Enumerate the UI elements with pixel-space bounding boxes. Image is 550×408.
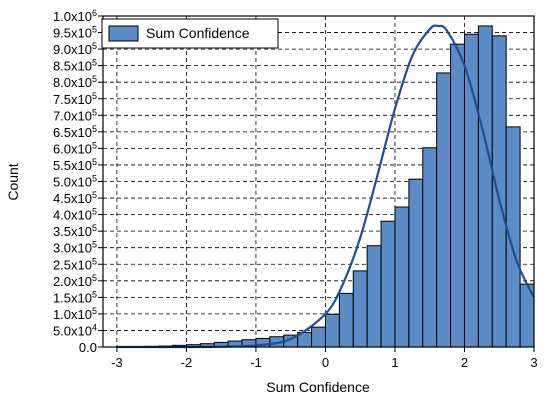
legend-label: Sum Confidence bbox=[146, 25, 250, 41]
x-tick-label-6: 3 bbox=[530, 355, 537, 370]
y-tick-label-1: 5.0x104 bbox=[53, 322, 97, 338]
y-tick-label-6: 3.0x105 bbox=[53, 240, 97, 256]
histogram-bar-27 bbox=[477, 25, 493, 348]
y-tick-label-8: 4.0x105 bbox=[53, 207, 97, 223]
x-tick-label-2: -1 bbox=[250, 355, 262, 370]
histogram-bar-24 bbox=[436, 72, 452, 348]
y-tick-label-18: 9.0x105 bbox=[53, 41, 97, 57]
histogram-bar-26 bbox=[463, 33, 479, 348]
y-tick-label-19: 9.5x105 bbox=[53, 25, 97, 41]
histogram-bar-15 bbox=[311, 326, 326, 348]
x-tick-label-5: 2 bbox=[461, 355, 468, 370]
y-axis-ticks: 0.05.0x1041.0x1051.5x1052.0x1052.5x1053.… bbox=[53, 8, 103, 355]
x-tick-label-3: 0 bbox=[322, 355, 329, 370]
y-tick-label-14: 7.0x105 bbox=[53, 107, 97, 123]
x-tick-label-0: -3 bbox=[111, 355, 123, 370]
histogram-bar-28 bbox=[491, 35, 507, 348]
x-tick-label-1: -2 bbox=[181, 355, 193, 370]
x-axis-ticks: -3 -2 -1 0 1 2 3 bbox=[111, 347, 538, 370]
y-tick-label-3: 1.5x105 bbox=[53, 289, 97, 305]
y-tick-label-2: 1.0x105 bbox=[53, 306, 97, 322]
y-tick-label-9: 4.5x105 bbox=[53, 190, 97, 206]
histogram-bar-22 bbox=[408, 178, 424, 348]
histogram-bar-23 bbox=[422, 147, 438, 348]
y-tick-label-17: 8.5x105 bbox=[53, 58, 97, 74]
legend: Sum Confidence bbox=[101, 18, 279, 49]
y-tick-label-13: 6.5x105 bbox=[53, 124, 97, 140]
x-tick-label-4: 1 bbox=[391, 355, 398, 370]
y-tick-label-16: 8.0x105 bbox=[53, 74, 97, 90]
y-tick-label-15: 7.5x105 bbox=[53, 91, 97, 107]
y-tick-label-7: 3.5x105 bbox=[53, 223, 97, 239]
legend-swatch bbox=[108, 25, 139, 42]
histogram-bar-25 bbox=[450, 43, 465, 348]
histogram-bar-17 bbox=[338, 292, 354, 348]
histogram-bar-20 bbox=[380, 220, 396, 348]
y-tick-label-11: 5.5x105 bbox=[53, 157, 97, 173]
y-tick-label-20: 1.0x106 bbox=[53, 8, 97, 24]
y-axis-title: Count bbox=[5, 163, 21, 200]
x-axis-title: Sum Confidence bbox=[266, 379, 370, 395]
histogram-bar-16 bbox=[324, 313, 340, 348]
histogram-bar-21 bbox=[394, 206, 410, 348]
y-tick-label-10: 5.0x105 bbox=[53, 174, 97, 190]
y-tick-label-5: 2.5x105 bbox=[53, 256, 97, 272]
histogram-bar-19 bbox=[366, 245, 382, 348]
y-tick-label-4: 2.0x105 bbox=[53, 273, 97, 289]
y-tick-label-0: 0.0 bbox=[79, 340, 97, 355]
y-tick-label-12: 6.0x105 bbox=[53, 140, 97, 156]
histogram-bar-18 bbox=[352, 270, 368, 348]
